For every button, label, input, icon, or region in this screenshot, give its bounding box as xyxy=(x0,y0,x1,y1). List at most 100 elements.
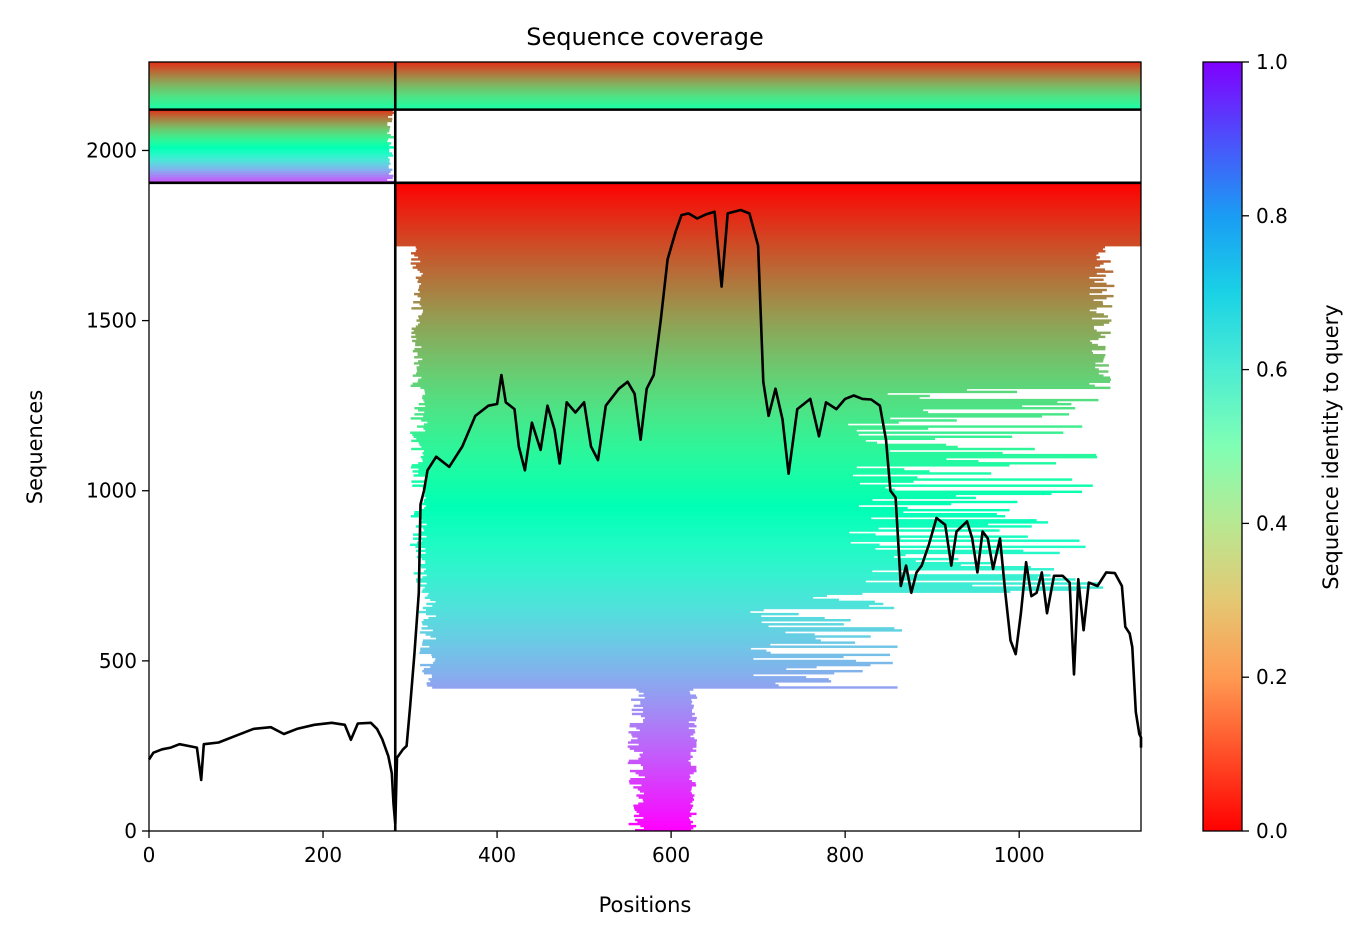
coverage-row xyxy=(635,828,692,832)
coverage-block xyxy=(149,109,396,184)
coverage-row xyxy=(422,490,1083,494)
coverage-row xyxy=(420,649,767,653)
coverage-row xyxy=(420,517,872,520)
coverage-row xyxy=(636,810,690,814)
coverage-row xyxy=(431,676,807,679)
coverage-row xyxy=(149,164,389,167)
coverage-row xyxy=(416,248,1103,251)
coverage-row xyxy=(149,105,396,108)
coverage-row xyxy=(415,250,1106,253)
coverage-row xyxy=(149,74,396,77)
coverage-row xyxy=(432,686,898,689)
coverage-row xyxy=(636,727,689,730)
coverage-row xyxy=(631,712,695,716)
coverage-row xyxy=(422,394,930,398)
coverage-row xyxy=(149,150,390,153)
coverage-row xyxy=(631,698,692,701)
coverage-row xyxy=(643,800,693,803)
colorbar-tick-label: 0.0 xyxy=(1256,819,1288,843)
coverage-row xyxy=(395,66,1141,69)
coverage-row xyxy=(149,166,389,169)
coverage-row xyxy=(435,600,875,604)
coverage-row xyxy=(395,72,1141,75)
coverage-row xyxy=(420,521,1049,524)
coverage-row xyxy=(422,669,863,673)
coverage-row xyxy=(395,68,1141,71)
coverage-row xyxy=(149,162,391,165)
coverage-row xyxy=(422,606,895,610)
x-tick-label: 0 xyxy=(143,843,156,867)
x-tick-label: 200 xyxy=(304,843,342,867)
coverage-row xyxy=(395,217,1141,220)
coverage-row xyxy=(435,657,754,661)
coverage-row xyxy=(415,325,1095,328)
coverage-row xyxy=(395,243,1141,247)
coverage-row xyxy=(636,688,694,691)
coverage-row xyxy=(417,268,1106,271)
coverage-row xyxy=(395,213,1141,216)
coverage-row xyxy=(410,384,1095,388)
coverage-row xyxy=(425,551,1060,555)
coverage-row xyxy=(421,376,1111,379)
coverage-row xyxy=(638,757,691,761)
coverage-row xyxy=(419,443,947,447)
coverage-row xyxy=(414,407,1076,410)
coverage-row xyxy=(412,349,1092,353)
coverage-row xyxy=(419,563,961,567)
coverage-row xyxy=(149,172,389,176)
coverage-row xyxy=(423,500,1018,504)
coverage-row xyxy=(642,751,691,754)
coverage-row xyxy=(395,192,1141,196)
coverage-row xyxy=(643,692,691,695)
coverage-row xyxy=(412,484,1093,487)
coverage-row xyxy=(426,582,1100,585)
coverage-row xyxy=(422,623,844,626)
coverage-row xyxy=(424,498,873,502)
coverage-row xyxy=(424,400,1058,404)
coverage-row xyxy=(149,140,388,143)
coverage-row xyxy=(421,445,958,449)
coverage-row xyxy=(419,270,1114,273)
coverage-row xyxy=(636,794,695,797)
coverage-row xyxy=(416,366,1096,369)
coverage-row xyxy=(426,535,1028,538)
coverage-row xyxy=(627,741,697,744)
coverage-row xyxy=(414,254,1097,257)
coverage-row xyxy=(416,555,895,559)
coverage-row xyxy=(426,574,1051,577)
x-tick-label: 600 xyxy=(652,843,690,867)
coverage-row xyxy=(423,398,1099,402)
coverage-row xyxy=(432,655,844,659)
coverage-row xyxy=(149,154,394,157)
coverage-row xyxy=(416,541,851,544)
coverage-row xyxy=(431,674,754,677)
coverage-row xyxy=(638,796,694,799)
coverage-row xyxy=(422,557,959,561)
coverage-row xyxy=(633,786,692,789)
coverage-row xyxy=(395,219,1141,222)
coverage-row xyxy=(423,619,851,622)
coverage-row xyxy=(415,333,1101,337)
coverage-row xyxy=(417,294,1114,298)
coverage-row xyxy=(425,547,876,551)
coverage-row xyxy=(422,539,1080,542)
coverage-row xyxy=(426,523,989,526)
coverage-row xyxy=(424,411,929,414)
coverage-row xyxy=(629,747,693,750)
coverage-row xyxy=(419,651,771,655)
coverage-row xyxy=(644,716,697,720)
coverage-row xyxy=(395,80,1141,84)
coverage-row xyxy=(642,767,697,771)
y-tick-label: 1500 xyxy=(86,309,137,333)
coverage-row xyxy=(411,335,1106,339)
coverage-row xyxy=(149,152,393,155)
coverage-row xyxy=(642,710,692,714)
coverage-row xyxy=(415,525,1032,528)
coverage-row xyxy=(410,262,1104,265)
coverage-row xyxy=(436,614,762,618)
coverage-row xyxy=(637,788,692,791)
coverage-row xyxy=(429,645,898,648)
coverage-row xyxy=(149,178,388,182)
coverage-row xyxy=(638,694,697,697)
